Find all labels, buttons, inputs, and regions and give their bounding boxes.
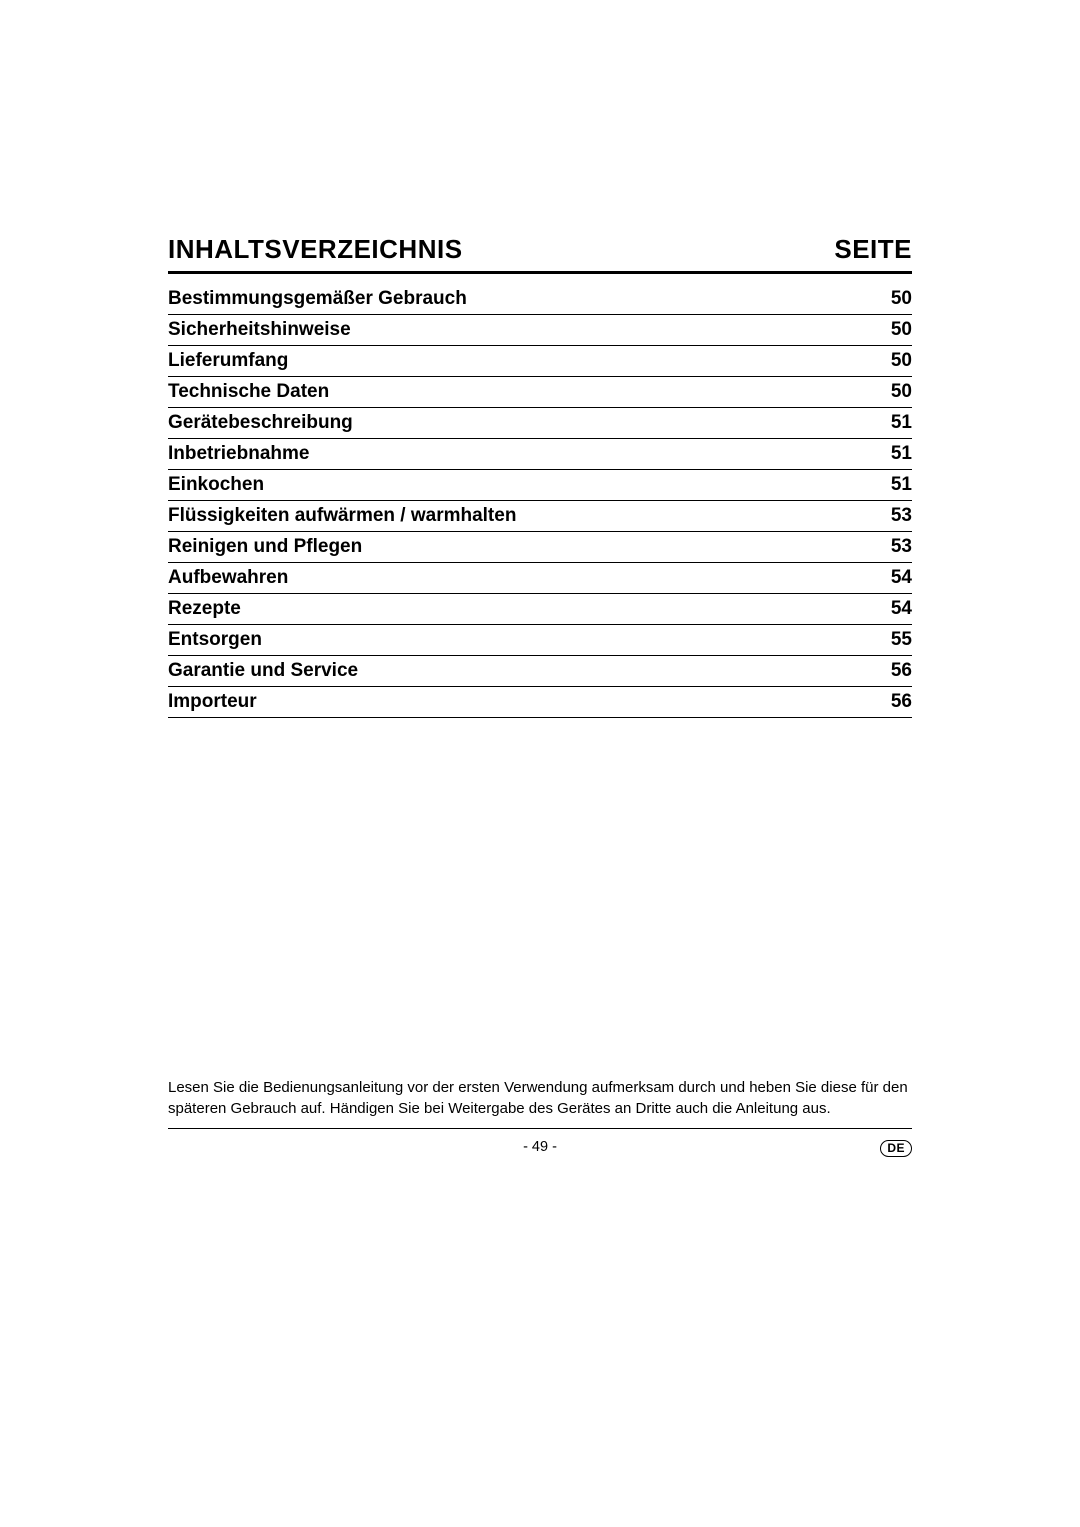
- toc-item-label: Technische Daten: [168, 381, 329, 403]
- toc-list: Bestimmungsgemäßer Gebrauch 50 Sicherhei…: [168, 284, 912, 718]
- toc-item-label: Lieferumfang: [168, 350, 288, 372]
- toc-item-page: 54: [891, 598, 912, 620]
- toc-item-label: Rezepte: [168, 598, 241, 620]
- toc-item-label: Inbetriebnahme: [168, 443, 309, 465]
- toc-item-page: 51: [891, 443, 912, 465]
- toc-item-label: Sicherheitshinweise: [168, 319, 351, 341]
- toc-item-page: 56: [891, 660, 912, 682]
- toc-item-label: Aufbewahren: [168, 567, 288, 589]
- toc-item-label: Bestimmungsgemäßer Gebrauch: [168, 288, 467, 310]
- toc-header-row: Inhaltsverzeichnis Seite: [168, 234, 912, 274]
- toc-item-page: 56: [891, 691, 912, 713]
- toc-item: Bestimmungsgemäßer Gebrauch 50: [168, 284, 912, 315]
- toc-item-page: 50: [891, 350, 912, 372]
- toc-item: Garantie und Service 56: [168, 656, 912, 687]
- toc-item-page: 53: [891, 505, 912, 527]
- toc-item-label: Importeur: [168, 691, 257, 713]
- toc-item-page: 55: [891, 629, 912, 651]
- toc-item: Sicherheitshinweise 50: [168, 315, 912, 346]
- toc-item-label: Gerätebeschreibung: [168, 412, 353, 434]
- document-page: Inhaltsverzeichnis Seite Bestimmungsgemä…: [0, 0, 1080, 1527]
- toc-item-page: 50: [891, 381, 912, 403]
- toc-title: Inhaltsverzeichnis: [168, 234, 463, 265]
- toc-item: Einkochen 51: [168, 470, 912, 501]
- toc-item-label: Reinigen und Pflegen: [168, 536, 362, 558]
- toc-item: Reinigen und Pflegen 53: [168, 532, 912, 563]
- toc-item: Flüssigkeiten aufwärmen / warmhalten 53: [168, 501, 912, 532]
- toc-item: Rezepte 54: [168, 594, 912, 625]
- toc-item: Technische Daten 50: [168, 377, 912, 408]
- toc-item: Entsorgen 55: [168, 625, 912, 656]
- toc-item-label: Entsorgen: [168, 629, 262, 651]
- toc-item: Inbetriebnahme 51: [168, 439, 912, 470]
- toc-item: Aufbewahren 54: [168, 563, 912, 594]
- toc-item: Lieferumfang 50: [168, 346, 912, 377]
- toc-item-page: 54: [891, 567, 912, 589]
- toc-item: Gerätebeschreibung 51: [168, 408, 912, 439]
- toc-item-page: 51: [891, 474, 912, 496]
- toc-item-page: 50: [891, 319, 912, 341]
- toc-item-page: 53: [891, 536, 912, 558]
- footer-note: Lesen Sie die Bedienungsanleitung vor de…: [168, 1077, 912, 1130]
- toc-item-label: Garantie und Service: [168, 660, 358, 682]
- toc-item-page: 51: [891, 412, 912, 434]
- language-badge: DE: [880, 1140, 912, 1157]
- toc-page-column-label: Seite: [834, 234, 912, 265]
- toc-item: Importeur 56: [168, 687, 912, 718]
- toc-item-page: 50: [891, 288, 912, 310]
- page-number: - 49 -: [523, 1139, 557, 1155]
- toc-item-label: Einkochen: [168, 474, 264, 496]
- toc-item-label: Flüssigkeiten aufwärmen / warmhalten: [168, 505, 516, 527]
